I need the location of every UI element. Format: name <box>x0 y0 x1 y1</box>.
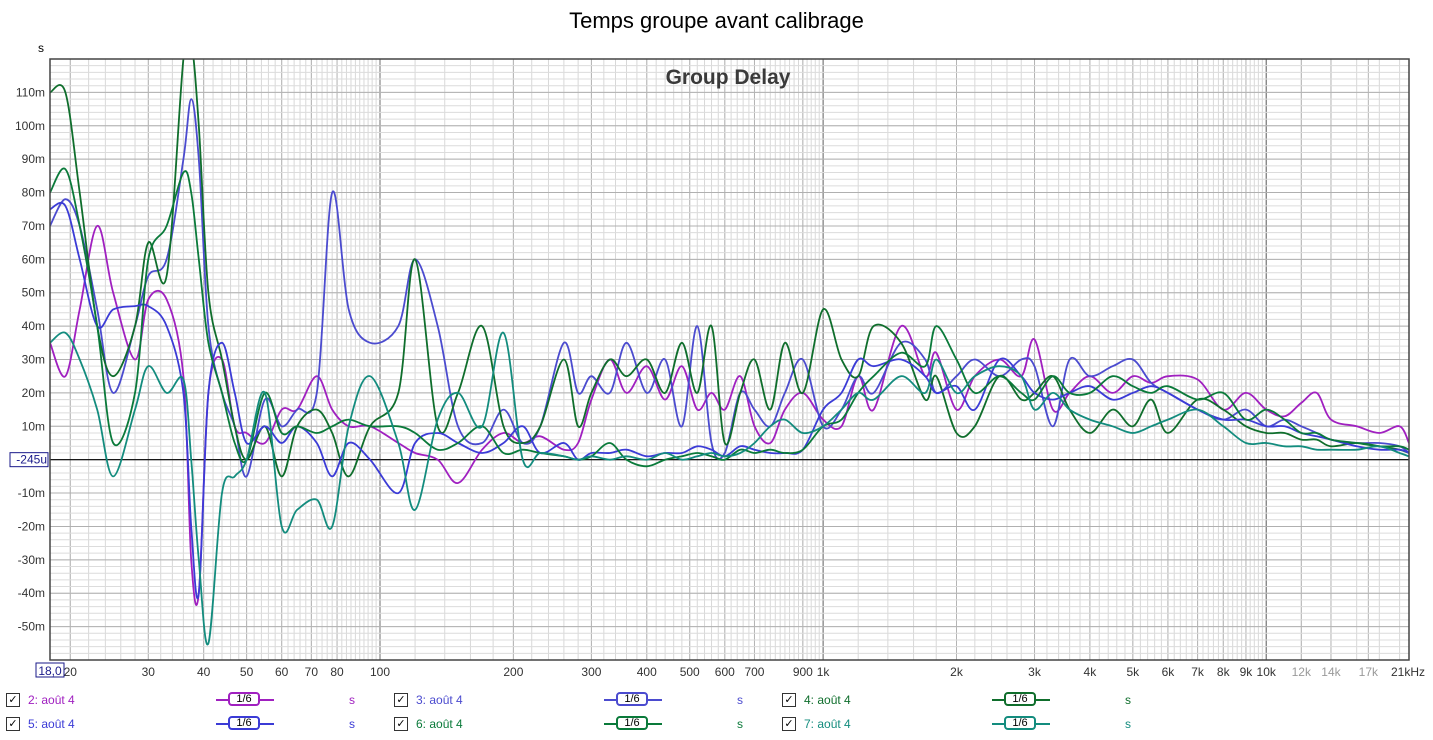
chart-title: Group Delay <box>666 66 791 89</box>
legend-checkbox[interactable]: ✓ <box>394 717 408 731</box>
chart-axes: Group Delay s 110m 100m 90m 80m 70m 60m 50m 40m 30… <box>9 41 1425 679</box>
smoothing-label: 1/6 <box>616 692 648 706</box>
x-start-label: 18,0 <box>38 664 62 678</box>
y-tick-label: 40m <box>22 319 45 333</box>
smoothing-label: 1/6 <box>228 692 260 706</box>
smoothing-indicator[interactable]: 1/6 <box>992 716 1050 730</box>
legend-checkbox[interactable]: ✓ <box>6 693 20 707</box>
legend-item-4[interactable]: ✓ 4: août 4 <box>782 690 851 710</box>
x-tick-label: 20 <box>64 665 78 679</box>
x-tick-label: 400 <box>637 665 657 679</box>
series-line-7 <box>50 331 1409 646</box>
x-tick-label: 5k <box>1126 665 1140 679</box>
legend-label: 5: août 4 <box>28 717 75 731</box>
x-tick-label: 600 <box>715 665 735 679</box>
x-tick-label: 700 <box>744 665 764 679</box>
legend-checkbox[interactable]: ✓ <box>6 717 20 731</box>
legend-unit: s <box>1125 717 1131 731</box>
legend-unit: s <box>349 693 355 707</box>
zero-label: -245u <box>16 453 47 467</box>
legend-item-5[interactable]: ✓ 5: août 4 <box>6 714 75 734</box>
y-tick-label: 30m <box>22 353 45 367</box>
chart-grid <box>49 58 1410 661</box>
smoothing-indicator[interactable]: 1/6 <box>604 716 662 730</box>
group-delay-chart[interactable]: Group Delay s 110m 100m 90m 80m 70m 60m 50m 40m 30… <box>0 0 1433 690</box>
legend-unit: s <box>737 693 743 707</box>
legend-label: 6: août 4 <box>416 717 463 731</box>
y-tick-label: -20m <box>18 519 45 533</box>
x-tick-label: 40 <box>197 665 211 679</box>
y-tick-label: 70m <box>22 219 45 233</box>
x-tick-label: 50 <box>240 665 254 679</box>
legend-unit: s <box>737 717 743 731</box>
x-tick-label: 3k <box>1028 665 1042 679</box>
smoothing-label: 1/6 <box>616 716 648 730</box>
legend-item-3[interactable]: ✓ 3: août 4 <box>394 690 463 710</box>
legend-checkbox[interactable]: ✓ <box>782 717 796 731</box>
x-tick-label: 10k <box>1257 665 1277 679</box>
smoothing-label: 1/6 <box>228 716 260 730</box>
y-tick-label: -40m <box>18 586 45 600</box>
smoothing-indicator[interactable]: 1/6 <box>992 692 1050 706</box>
x-start-box <box>35 662 65 678</box>
page-title: Temps groupe avant calibrage <box>569 8 864 33</box>
smoothing-label: 1/6 <box>1004 716 1036 730</box>
x-tick-label: 200 <box>503 665 523 679</box>
x-tick-label: 30 <box>142 665 156 679</box>
legend-label: 7: août 4 <box>804 717 851 731</box>
x-tick-label: 12k <box>1292 665 1312 679</box>
x-tick-label: 17k <box>1359 665 1379 679</box>
legend-label: 3: août 4 <box>416 693 463 707</box>
legend-unit: s <box>1125 693 1131 707</box>
x-tick-label: 8k <box>1217 665 1231 679</box>
x-tick-label: 100 <box>370 665 390 679</box>
chart-series <box>50 59 1409 646</box>
y-tick-label: 50m <box>22 286 45 300</box>
y-tick-label: 80m <box>22 186 45 200</box>
legend-checkbox[interactable]: ✓ <box>782 693 796 707</box>
smoothing-label: 1/6 <box>1004 692 1036 706</box>
x-tick-label: 900 <box>793 665 813 679</box>
y-tick-label: 20m <box>22 386 45 400</box>
y-tick-label: 10m <box>22 419 45 433</box>
x-tick-label: 21kHz <box>1391 665 1425 679</box>
x-tick-label: 300 <box>581 665 601 679</box>
y-tick-label: 90m <box>22 152 45 166</box>
y-tick-label: -30m <box>18 553 45 567</box>
smoothing-indicator[interactable]: 1/6 <box>604 692 662 706</box>
legend-item-7[interactable]: ✓ 7: août 4 <box>782 714 851 734</box>
legend-label: 2: août 4 <box>28 693 75 707</box>
x-tick-label: 4k <box>1084 665 1098 679</box>
x-tick-label: 7k <box>1191 665 1205 679</box>
series-line-4 <box>50 59 1409 478</box>
x-tick-label: 2k <box>950 665 964 679</box>
y-axis-unit: s <box>38 41 44 55</box>
plot-border <box>49 58 1410 661</box>
legend-checkbox[interactable]: ✓ <box>394 693 408 707</box>
y-tick-label: -10m <box>18 486 45 500</box>
x-tick-label: 1k <box>817 665 831 679</box>
y-tick-label: 110m <box>16 85 45 99</box>
x-tick-label: 80 <box>330 665 344 679</box>
x-tick-label: 500 <box>680 665 700 679</box>
series-line-5 <box>50 201 1409 600</box>
smoothing-indicator[interactable]: 1/6 <box>216 692 274 706</box>
x-tick-label: 14k <box>1321 665 1341 679</box>
legend-item-6[interactable]: ✓ 6: août 4 <box>394 714 463 734</box>
legend-item-2[interactable]: ✓ 2: août 4 <box>6 690 75 710</box>
series-line-6 <box>50 167 1409 468</box>
x-tick-label: 60 <box>275 665 289 679</box>
y-tick-label: 100m <box>15 119 45 133</box>
x-tick-label: 70 <box>305 665 319 679</box>
x-tick-label: 6k <box>1162 665 1176 679</box>
smoothing-indicator[interactable]: 1/6 <box>216 716 274 730</box>
y-tick-label: -50m <box>18 620 45 634</box>
y-tick-label: 60m <box>22 252 45 266</box>
legend-label: 4: août 4 <box>804 693 851 707</box>
zero-label-box <box>9 452 49 468</box>
x-tick-label: 9k <box>1240 665 1254 679</box>
legend-unit: s <box>349 717 355 731</box>
